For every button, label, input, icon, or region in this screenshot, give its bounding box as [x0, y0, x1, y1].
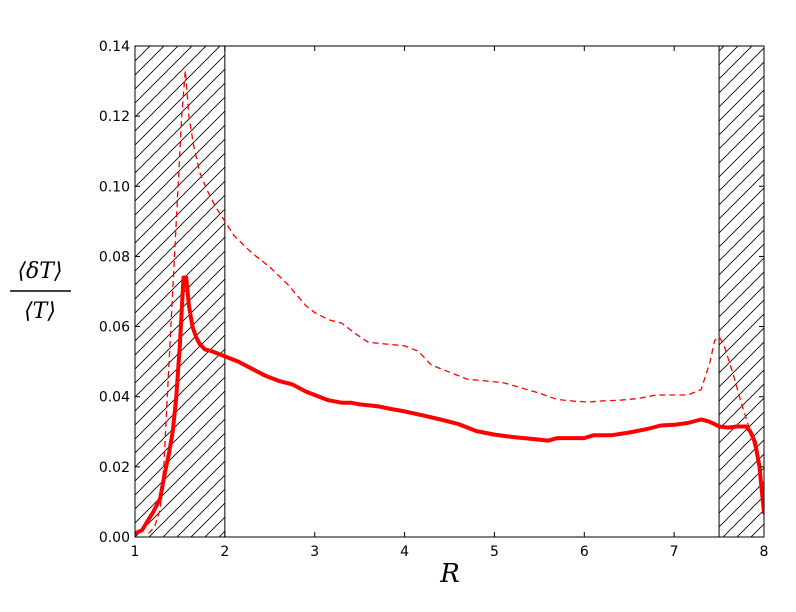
y-axis-label-numerator: ⟨δT⟩ — [17, 259, 62, 284]
series-solid-line — [135, 275, 764, 536]
y-tick-label: 0.02 — [99, 460, 130, 476]
y-tick-label: 0.00 — [99, 530, 130, 546]
x-tick-label: 6 — [580, 544, 589, 560]
x-tick-label: 4 — [400, 544, 409, 560]
x-axis-label: R — [439, 559, 460, 589]
x-tick-label: 1 — [131, 544, 140, 560]
hatched-regions — [134, 45, 765, 538]
x-tick-label: 2 — [220, 544, 229, 560]
y-tick-label: 0.04 — [99, 390, 130, 406]
x-tick-label: 8 — [760, 544, 769, 560]
y-axis-label: ⟨δT⟩ ⟨T⟩ — [10, 259, 71, 324]
y-tick-label: 0.08 — [99, 249, 130, 265]
plot-frame — [134, 45, 765, 538]
x-tick-label: 3 — [310, 544, 319, 560]
x-tick-label: 7 — [670, 544, 679, 560]
hatched-region-1 — [134, 45, 226, 538]
y-tick-label: 0.10 — [99, 179, 130, 195]
y-tick-label: 0.06 — [99, 320, 130, 336]
series-layer — [135, 69, 764, 536]
y-axis-label-denominator: ⟨T⟩ — [24, 299, 56, 324]
ticks: 1 2 3 4 5 6 7 8 0.00 0.02 0.04 0.06 0.08 0.10 0.12 0.14 — [99, 39, 769, 560]
y-tick-label: 0.12 — [99, 109, 130, 125]
series-dashed-line — [148, 69, 758, 534]
y-tick-label: 0.14 — [99, 39, 130, 55]
x-tick-label: 5 — [490, 544, 499, 560]
